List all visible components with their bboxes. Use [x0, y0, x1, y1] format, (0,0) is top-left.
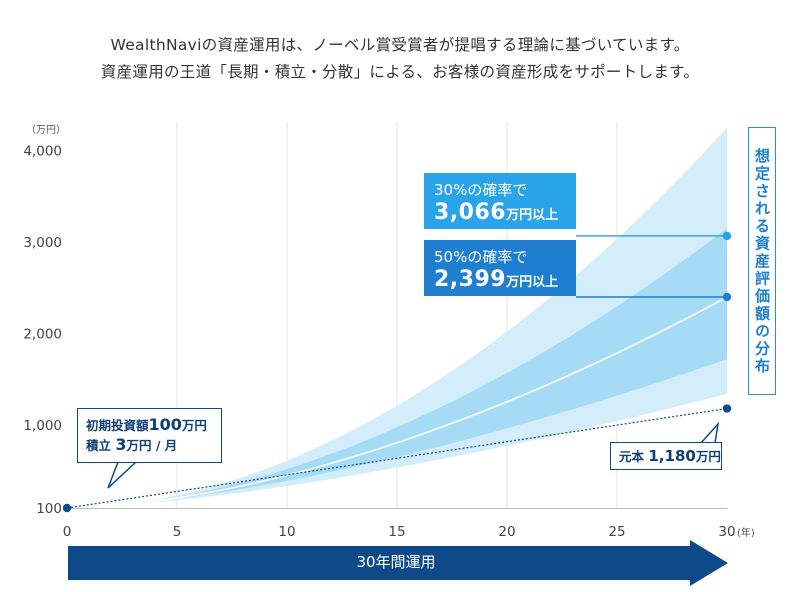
probability-50-label: 50%の確率で	[434, 248, 528, 266]
x-axis-unit: (年)	[737, 526, 755, 539]
principal-amount: 1,180	[648, 447, 696, 465]
initial-unit: 万円	[181, 418, 207, 433]
y-tick-label: 4,000	[23, 144, 62, 160]
initial-amount: 100	[148, 415, 182, 434]
intro-line-1: WealthNaviの資産運用は、ノーベル賞受賞者が提唱する理論に基づいています…	[110, 36, 690, 54]
probability-50-unit: 万円以上	[506, 275, 559, 290]
outer-distribution-band	[67, 127, 727, 508]
start-dot	[62, 503, 72, 513]
y-axis-unit: （万円）	[26, 124, 66, 136]
intro-line-2: 資産運用の王道「長期・積立・分散」による、お客様の資産形成をサポートします。	[100, 63, 700, 81]
probability-50-value: 2,399	[434, 267, 507, 292]
x-tick-label: 5	[173, 524, 182, 540]
monthly-unit: 万円 / 月	[126, 438, 178, 453]
period-arrow-label: 30年間運用	[356, 553, 436, 571]
x-tick-label: 10	[278, 524, 295, 540]
monthly-amount: 3	[115, 435, 127, 454]
initial-callout-tail	[107, 461, 138, 489]
principal-line	[66, 407, 728, 509]
probability-50-box: 50%の確率で 2,399万円以上	[424, 240, 576, 296]
distribution-label: 想定される資産評価額の分布	[753, 148, 771, 376]
probability-30-label: 30%の確率で	[434, 181, 528, 199]
principal-end-dot	[722, 404, 732, 413]
monthly-label: 積立	[86, 438, 112, 453]
y-tick-label: 1,000	[23, 418, 62, 434]
inner-distribution-band	[67, 228, 727, 509]
initial-label: 初期投資額	[86, 418, 149, 433]
median-line	[66, 296, 728, 509]
y-tick-label: 100	[36, 501, 62, 517]
probability-30-unit: 万円以上	[506, 208, 559, 223]
principal-label: 元本	[619, 449, 645, 464]
distribution-label-box: 想定される資産評価額の分布	[748, 127, 776, 395]
marker-50-dot	[722, 292, 732, 302]
period-arrow	[68, 540, 728, 586]
principal-callout: 元本 1,180万円	[610, 442, 722, 470]
probability-30-box: 30%の確率で 3,066万円以上	[424, 173, 576, 229]
x-tick-label: 0	[63, 524, 72, 540]
x-tick-label: 15	[388, 524, 405, 540]
probability-30-value: 3,066	[434, 200, 507, 225]
y-tick-label: 2,000	[23, 327, 62, 343]
initial-investment-callout: 初期投資額100万円 積立 3万円 / 月	[77, 408, 222, 463]
marker-30-dot	[722, 231, 732, 241]
y-tick-label: 3,000	[23, 235, 62, 251]
principal-callout-tail	[699, 421, 720, 444]
x-tick-label: 25	[608, 524, 625, 540]
x-tick-label: 20	[498, 524, 515, 540]
principal-unit: 万円	[695, 449, 721, 464]
x-tick-label: 30	[718, 524, 735, 540]
